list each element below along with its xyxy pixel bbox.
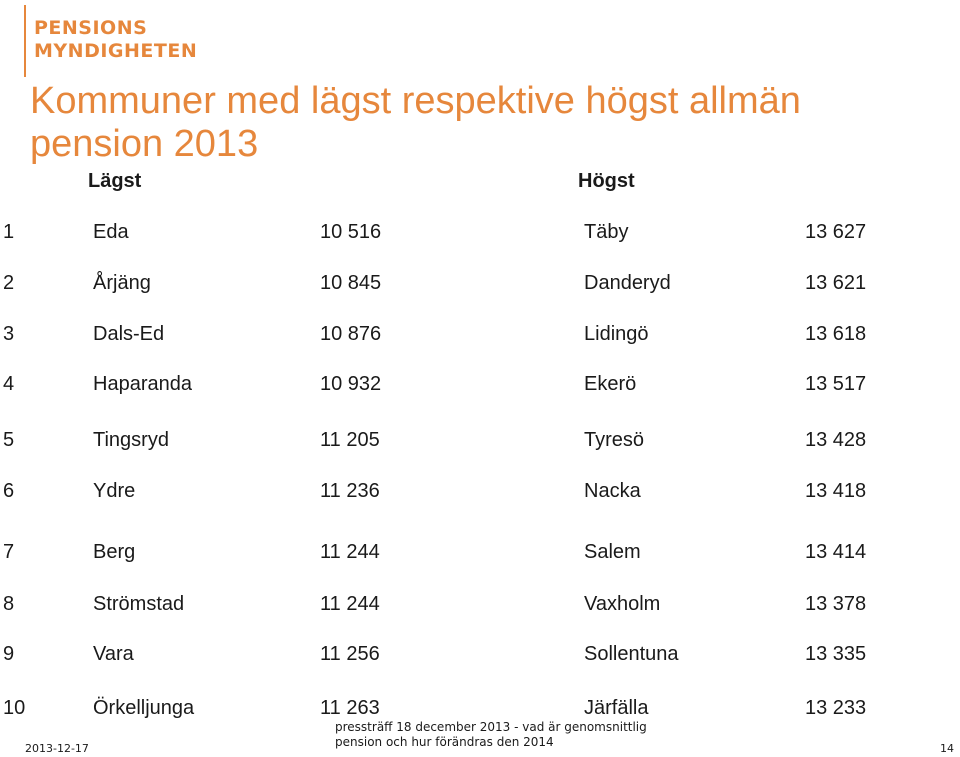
rank-cell: 7 xyxy=(3,541,15,563)
highest-pension-cell: 13 335 xyxy=(805,643,867,665)
highest-municipality-cell: Lidingö xyxy=(584,323,649,345)
logo-text-line1: PENSIONS xyxy=(34,17,148,39)
lowest-municipality-cell: Årjäng xyxy=(93,272,151,294)
table-row: 7 Berg 11 244 Salem 13 414 xyxy=(0,541,960,567)
lowest-pension-cell: 11 244 xyxy=(320,541,380,563)
rank-cell: 2 xyxy=(3,272,15,294)
highest-pension-cell: 13 621 xyxy=(805,272,867,294)
logo-text-line2: MYNDIGHETEN xyxy=(34,40,198,62)
footer-date: 2013-12-17 xyxy=(25,742,89,755)
lowest-municipality-cell: Haparanda xyxy=(93,373,192,395)
rank-cell: 8 xyxy=(3,593,15,615)
highest-municipality-cell: Ekerö xyxy=(584,373,637,395)
table-row: 1 Eda 10 516 Täby 13 627 xyxy=(0,221,960,247)
table-row: 3 Dals-Ed 10 876 Lidingö 13 618 xyxy=(0,323,960,349)
highest-municipality-cell: Järfälla xyxy=(584,697,649,719)
table-row: 5 Tingsryd 11 205 Tyresö 13 428 xyxy=(0,429,960,455)
table-row: 2 Årjäng 10 845 Danderyd 13 621 xyxy=(0,272,960,298)
highest-pension-cell: 13 233 xyxy=(805,697,867,719)
footer-text: pressträff 18 december 2013 - vad är gen… xyxy=(335,720,647,749)
highest-pension-cell: 13 618 xyxy=(805,323,867,345)
pensionsmyndigheten-logo: PENSIONS MYNDIGHETEN xyxy=(24,5,224,77)
highest-municipality-cell: Salem xyxy=(584,541,641,563)
lowest-pension-cell: 11 263 xyxy=(320,697,380,719)
lowest-pension-cell: 11 205 xyxy=(320,429,380,451)
lowest-municipality-cell: Ydre xyxy=(93,480,136,502)
lowest-pension-cell: 11 236 xyxy=(320,480,380,502)
table-row: 8 Strömstad 11 244 Vaxholm 13 378 xyxy=(0,593,960,619)
lowest-pension-cell: 10 932 xyxy=(320,373,382,395)
highest-pension-cell: 13 517 xyxy=(805,373,867,395)
column-header-lowest: Lägst xyxy=(88,170,142,192)
highest-municipality-cell: Tyresö xyxy=(584,429,645,451)
highest-pension-cell: 13 418 xyxy=(805,480,867,502)
highest-municipality-cell: Vaxholm xyxy=(584,593,661,615)
highest-pension-cell: 13 378 xyxy=(805,593,867,615)
lowest-pension-cell: 10 516 xyxy=(320,221,382,243)
logo-accent-bar xyxy=(24,5,26,77)
lowest-municipality-cell: Örkelljunga xyxy=(93,697,195,719)
column-header-highest: Högst xyxy=(578,170,635,192)
lowest-pension-cell: 11 256 xyxy=(320,643,380,665)
table-row: 6 Ydre 11 236 Nacka 13 418 xyxy=(0,480,960,506)
highest-pension-cell: 13 428 xyxy=(805,429,867,451)
table-row: 9 Vara 11 256 Sollentuna 13 335 xyxy=(0,643,960,669)
lowest-municipality-cell: Dals-Ed xyxy=(93,323,165,345)
rank-cell: 10 xyxy=(3,697,26,719)
rank-cell: 5 xyxy=(3,429,15,451)
lowest-pension-cell: 11 244 xyxy=(320,593,380,615)
highest-pension-cell: 13 627 xyxy=(805,221,867,243)
table-row: 4 Haparanda 10 932 Ekerö 13 517 xyxy=(0,373,960,399)
highest-municipality-cell: Danderyd xyxy=(584,272,671,294)
highest-municipality-cell: Täby xyxy=(584,221,629,243)
rank-cell: 4 xyxy=(3,373,15,395)
rank-cell: 1 xyxy=(3,221,15,243)
lowest-municipality-cell: Eda xyxy=(93,221,129,243)
rank-cell: 9 xyxy=(3,643,15,665)
highest-pension-cell: 13 414 xyxy=(805,541,867,563)
table-row: 10 Örkelljunga 11 263 Järfälla 13 233 xyxy=(0,697,960,723)
page-number: 14 xyxy=(940,742,954,755)
rank-cell: 3 xyxy=(3,323,15,345)
rank-cell: 6 xyxy=(3,480,15,502)
highest-municipality-cell: Sollentuna xyxy=(584,643,679,665)
lowest-municipality-cell: Tingsryd xyxy=(93,429,169,451)
lowest-municipality-cell: Strömstad xyxy=(93,593,185,615)
lowest-pension-cell: 10 876 xyxy=(320,323,382,345)
lowest-municipality-cell: Vara xyxy=(93,643,134,665)
lowest-municipality-cell: Berg xyxy=(93,541,136,563)
highest-municipality-cell: Nacka xyxy=(584,480,641,502)
page-title: Kommuner med lägst respektive högst allm… xyxy=(30,80,801,165)
lowest-pension-cell: 10 845 xyxy=(320,272,382,294)
